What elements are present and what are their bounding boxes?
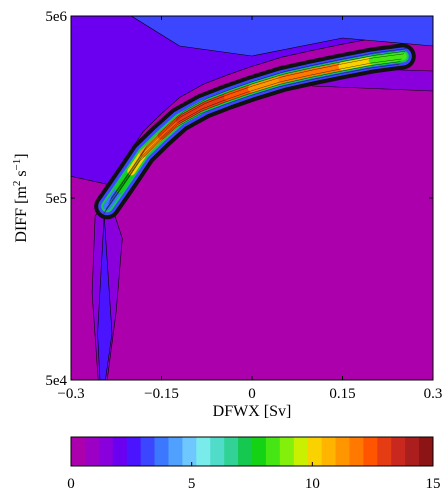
ridge-contour-line [108, 53, 405, 204]
x-axis-label: DFWX [Sv] [213, 403, 292, 420]
contour-fills [71, 16, 433, 380]
colorbar-cell [210, 437, 225, 466]
colorbar-cell [391, 437, 406, 466]
y-label-exp2: −1 [11, 159, 23, 171]
x-tick-label: 0.15 [329, 386, 355, 402]
axis-ticks: −0.3 −0.15 0 0.15 0.3 5e4 5e5 5e6 [45, 9, 442, 402]
colorbar-cell [279, 437, 295, 466]
colorbar-ticks: 0 5 10 15 [67, 462, 441, 492]
y-axis-label: DIFF [m2 s−1] [11, 153, 30, 242]
colorbar-cells [71, 437, 434, 466]
colorbar-cell [224, 437, 239, 466]
colorbar-cell [182, 437, 197, 466]
y-tick-label: 5e4 [45, 373, 67, 389]
colorbar-tick-label: 15 [426, 476, 441, 492]
y-tick-label: 5e6 [45, 9, 67, 25]
ridge-segment [308, 62, 347, 77]
colorbar-tick-label: 5 [188, 476, 196, 492]
x-tick-label: 0 [248, 386, 256, 402]
ridge-segment [248, 75, 287, 93]
ridge-segment [368, 52, 407, 65]
y-label-exp1: 2 [11, 181, 23, 187]
ridge-segment [338, 56, 377, 71]
colorbar-cell [168, 437, 183, 466]
colorbar-cell [84, 437, 100, 466]
ridge-segment [199, 92, 232, 111]
colorbar: 0 5 10 15 [67, 436, 441, 492]
y-tick-label: 5e5 [45, 191, 67, 207]
colorbar-cell [238, 437, 253, 466]
ridge-contour-line [110, 48, 407, 199]
contour-region-top [130, 16, 433, 57]
colorbar-cell [405, 437, 420, 466]
colorbar-cell [293, 437, 309, 466]
ridge-contour-line [105, 58, 402, 210]
y-label-mid: s [13, 170, 30, 180]
x-tick-label: −0.3 [57, 386, 84, 402]
contour-plot: −0.3 −0.15 0 0.15 0.3 5e4 5e5 5e6 [45, 9, 442, 402]
ridge-contour-line [103, 63, 400, 215]
ridge-contour-line [104, 61, 401, 212]
colorbar-cell [377, 437, 392, 466]
colorbar-tick-label: 0 [67, 476, 75, 492]
ridge-segment [139, 131, 166, 158]
colorbar-cell [196, 437, 211, 466]
colorbar-cell [363, 437, 378, 466]
x-tick-label: −0.15 [144, 386, 179, 402]
colorbar-cell [71, 437, 86, 466]
colorbar-cell [126, 437, 142, 466]
contour-plume-inner [97, 215, 113, 380]
ridge-contour-line [109, 50, 406, 202]
colorbar-frame [70, 436, 434, 467]
ridge-segment [278, 68, 317, 84]
y-label-main: DIFF [m [13, 186, 30, 243]
ridge-segment [175, 102, 208, 124]
colorbar-cell [112, 437, 128, 466]
colorbar-cell [335, 437, 350, 466]
colorbar-cell [252, 437, 267, 466]
colorbar-tick-label: 10 [305, 476, 320, 492]
colorbar-cell [321, 437, 337, 466]
colorbar-cell [265, 437, 281, 466]
colorbar-cell [307, 437, 323, 466]
colorbar-cell [154, 437, 169, 466]
x-tick-label: 0.3 [424, 386, 443, 402]
colorbar-cell [98, 437, 114, 466]
colorbar-cell [419, 437, 434, 466]
colorbar-cell [349, 437, 364, 466]
y-label-end: ] [13, 153, 30, 158]
ridge-segment [223, 84, 256, 101]
ridge-segment [157, 115, 184, 140]
colorbar-cell [140, 437, 156, 466]
